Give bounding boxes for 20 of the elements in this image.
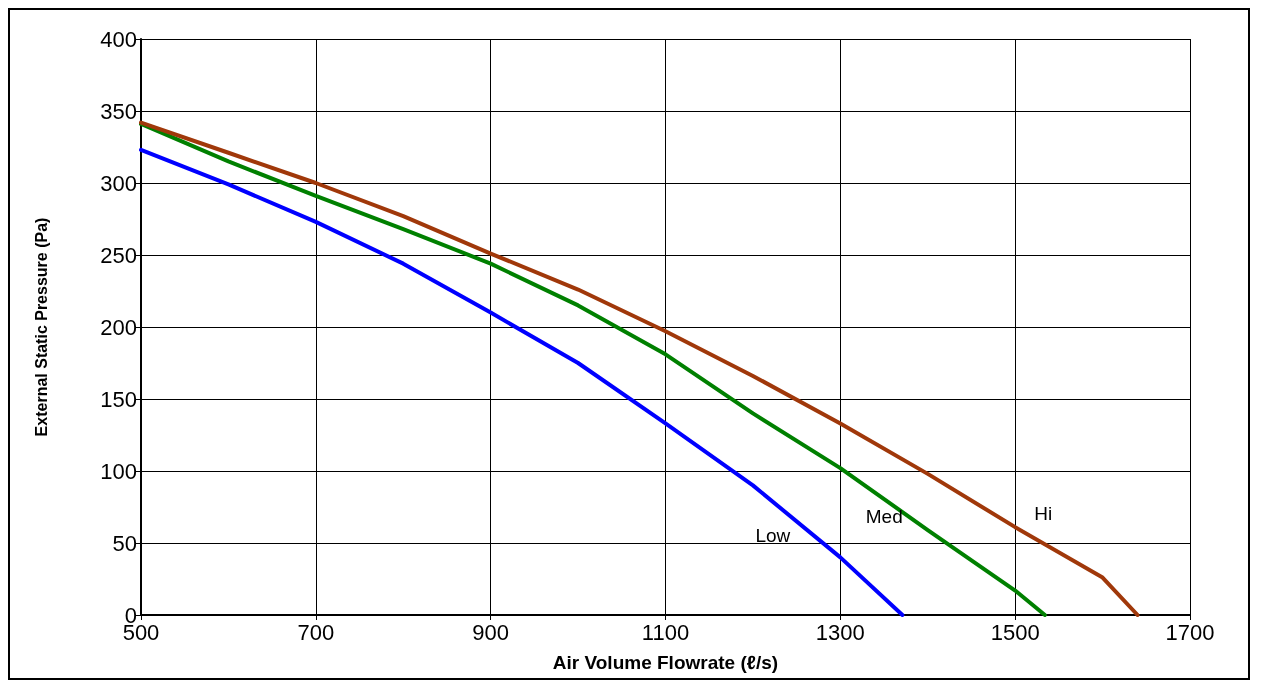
series-label: Low <box>755 524 791 546</box>
y-tick-label: 400 <box>100 26 137 52</box>
y-tick-label: 250 <box>100 242 137 268</box>
x-tick-label: 700 <box>297 619 335 645</box>
x-tick-label: 1300 <box>815 619 865 645</box>
y-tick-label: 100 <box>100 458 137 484</box>
y-tick-label: 300 <box>100 170 137 196</box>
x-axis-title: Air Volume Flowrate (ℓ/s) <box>552 652 779 673</box>
y-tick-label: 200 <box>100 314 137 340</box>
x-tick-label: 1700 <box>1165 619 1215 645</box>
x-tick-label: 900 <box>472 619 510 645</box>
line-series <box>139 147 905 617</box>
series-label: Hi <box>1034 502 1053 524</box>
y-axis-title: External Static Pressure (Pa) <box>32 217 50 437</box>
x-tick-label: 1500 <box>990 619 1040 645</box>
y-tick-label: 50 <box>112 530 137 556</box>
y-tick-label: 150 <box>100 386 137 412</box>
y-tick-label: 350 <box>100 98 137 124</box>
x-tick-label: 1100 <box>641 619 690 645</box>
series-label: Med <box>865 505 903 527</box>
